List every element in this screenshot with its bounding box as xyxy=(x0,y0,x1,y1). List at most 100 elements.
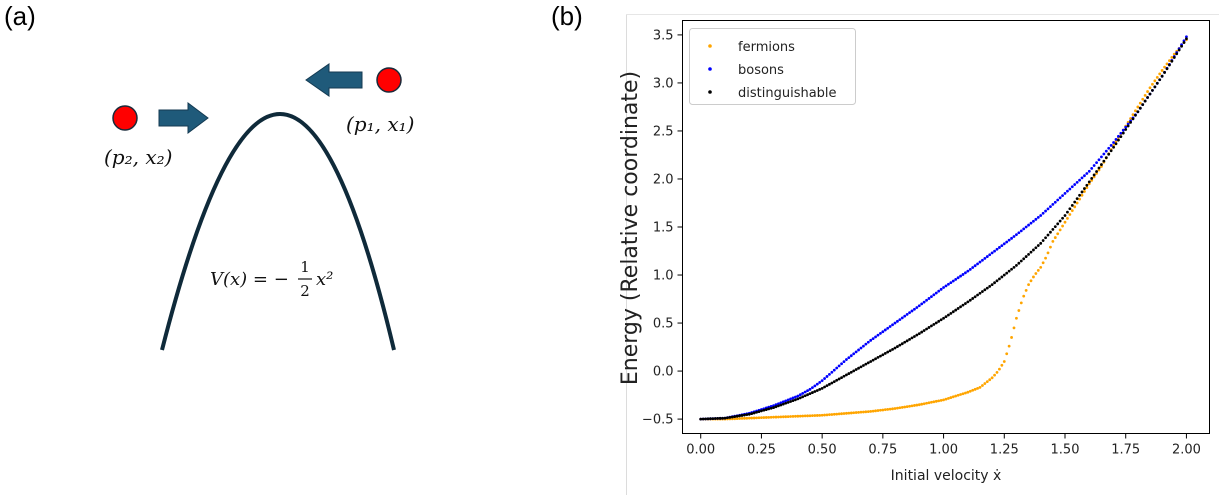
x-tick-label: 2.00 xyxy=(1172,443,1201,458)
data-point-distinguishable xyxy=(1087,180,1091,184)
data-point-fermions xyxy=(830,413,834,416)
data-point-bosons xyxy=(981,258,984,262)
data-point-fermions xyxy=(752,416,756,420)
data-point-fermions xyxy=(934,399,938,403)
data-point-distinguishable xyxy=(1075,197,1079,201)
data-point-distinguishable xyxy=(954,308,958,312)
data-point-distinguishable xyxy=(1131,117,1135,121)
data-point-bosons xyxy=(978,260,982,264)
particle-1 xyxy=(376,67,402,93)
data-point-distinguishable xyxy=(1039,241,1043,245)
data-point-distinguishable xyxy=(1012,265,1016,269)
data-point-distinguishable xyxy=(847,372,851,375)
data-point-distinguishable xyxy=(886,350,890,354)
data-point-bosons xyxy=(862,344,865,348)
data-point-bosons xyxy=(944,284,948,288)
x-tick-label: 1.75 xyxy=(1111,443,1140,458)
data-point-distinguishable xyxy=(1141,103,1145,107)
data-point-distinguishable xyxy=(786,400,790,404)
data-point-distinguishable xyxy=(706,417,710,421)
data-point-bosons xyxy=(1070,185,1074,189)
legend: fermions bosons distinguishable xyxy=(689,28,856,105)
data-point-distinguishable xyxy=(898,343,902,347)
data-point-bosons xyxy=(1121,128,1125,132)
data-point-fermions xyxy=(1046,251,1050,255)
data-point-distinguishable xyxy=(1056,222,1060,226)
fraction-denominator: 2 xyxy=(300,282,310,300)
x-axis-label: Initial velocity ẋ xyxy=(891,468,1002,484)
data-point-distinguishable xyxy=(835,378,839,382)
data-point-bosons xyxy=(925,298,928,302)
data-point-distinguishable xyxy=(1102,159,1106,163)
panel-b-label: (b) xyxy=(551,1,583,31)
data-point-distinguishable xyxy=(1143,99,1147,103)
data-point-fermions xyxy=(1053,236,1057,239)
x-tick-label: 1.50 xyxy=(1051,443,1080,458)
data-point-bosons xyxy=(1017,231,1021,235)
data-point-distinguishable xyxy=(1175,52,1179,56)
y-tick-label: 1.5 xyxy=(653,221,674,236)
data-point-distinguishable xyxy=(900,342,904,346)
data-point-distinguishable xyxy=(937,319,941,323)
data-point-fermions xyxy=(1051,240,1055,243)
data-point-fermions xyxy=(825,413,829,417)
data-point-fermions xyxy=(983,382,987,385)
data-point-fermions xyxy=(1131,113,1135,117)
data-point-fermions xyxy=(1056,232,1060,236)
data-point-distinguishable xyxy=(998,277,1001,281)
data-point-bosons xyxy=(828,372,831,376)
data-point-distinguishable xyxy=(842,374,846,378)
data-point-bosons xyxy=(934,291,938,295)
legend-label-bosons: bosons xyxy=(738,63,784,78)
data-point-distinguishable xyxy=(1163,71,1166,74)
data-point-distinguishable xyxy=(721,416,724,420)
data-point-distinguishable xyxy=(888,349,892,353)
data-point-fermions xyxy=(762,416,766,419)
data-point-fermions xyxy=(998,367,1001,371)
data-point-fermions xyxy=(951,395,955,399)
legend-label-distinguishable: distinguishable xyxy=(738,86,837,101)
data-point-bosons xyxy=(1046,207,1050,211)
data-point-bosons xyxy=(910,309,914,313)
data-point-bosons xyxy=(1102,152,1106,156)
data-point-distinguishable xyxy=(1036,244,1040,247)
data-point-distinguishable xyxy=(959,305,962,309)
y-tick-label: 2.0 xyxy=(653,172,674,187)
data-point-distinguishable xyxy=(1022,257,1026,261)
data-point-distinguishable xyxy=(791,399,795,403)
data-point-distinguishable xyxy=(837,377,841,381)
data-point-fermions xyxy=(1019,301,1023,305)
data-point-fermions xyxy=(738,417,741,420)
data-point-distinguishable xyxy=(767,407,771,411)
data-point-distinguishable xyxy=(1049,230,1052,234)
data-point-distinguishable xyxy=(726,416,729,420)
data-point-fermions xyxy=(1073,205,1077,209)
data-point-bosons xyxy=(893,321,897,325)
data-point-fermions xyxy=(774,415,778,419)
data-point-bosons xyxy=(886,326,890,330)
data-point-distinguishable xyxy=(949,311,953,315)
data-point-distinguishable xyxy=(1104,156,1108,160)
data-point-bosons xyxy=(1095,161,1098,165)
legend-marker-fermions xyxy=(708,44,712,48)
data-point-fermions xyxy=(735,417,739,421)
data-point-distinguishable xyxy=(988,284,992,288)
data-point-fermions xyxy=(1005,352,1009,356)
data-point-fermions xyxy=(1168,59,1171,63)
data-point-distinguishable xyxy=(740,414,744,417)
data-point-bosons xyxy=(784,399,788,403)
data-point-fermions xyxy=(925,401,928,405)
data-point-bosons xyxy=(842,360,846,364)
data-point-fermions xyxy=(876,409,880,412)
data-point-fermions xyxy=(1090,178,1094,182)
data-point-fermions xyxy=(888,407,892,411)
data-point-fermions xyxy=(879,408,882,412)
potential-suffix: x² xyxy=(316,269,333,290)
data-point-distinguishable xyxy=(1034,246,1038,250)
data-point-fermions xyxy=(1153,79,1157,83)
data-point-fermions xyxy=(930,400,933,404)
data-point-distinguishable xyxy=(772,406,775,409)
data-point-distinguishable xyxy=(832,380,836,384)
data-point-fermions xyxy=(1012,326,1016,330)
data-point-bosons xyxy=(1080,176,1084,180)
